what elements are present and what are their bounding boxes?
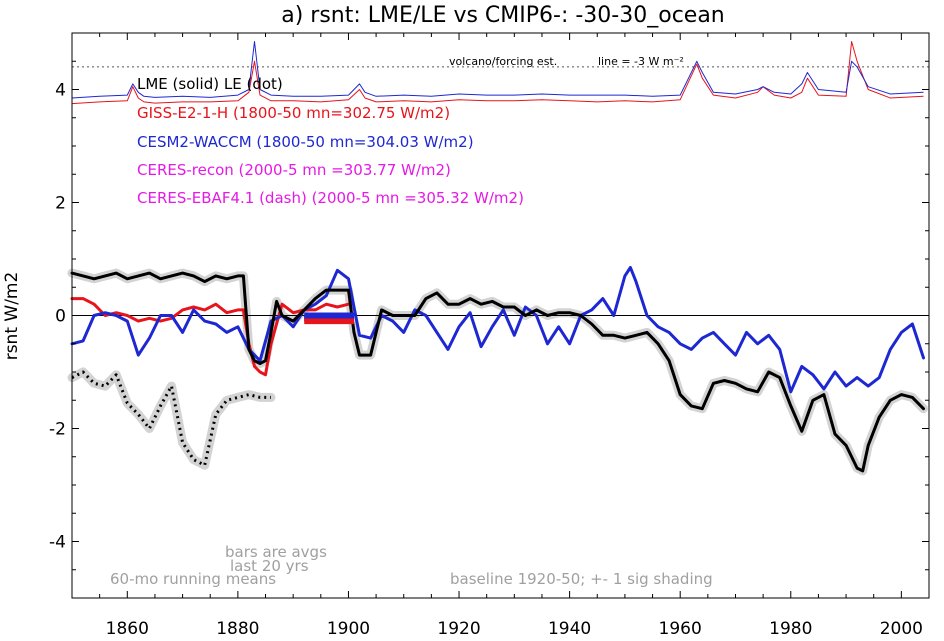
annotation-bars-note-2: last 20 yrs — [230, 557, 309, 575]
y-tick-label: 4 — [55, 81, 66, 101]
y-tick-label: -2 — [49, 420, 66, 440]
legend-entry-ceres-recon: CERES-recon (2000-5 mn =303.77 W/m2) — [137, 161, 451, 179]
legend-entry-lme-le: LME (solid) LE (dot) — [137, 75, 283, 93]
legend-entry-cesm2: CESM2-WACCM (1800-50 mn=304.03 W/m2) — [137, 133, 474, 151]
series-line-giss-e2-1-h — [70, 297, 350, 377]
x-tick-label: 2000 — [880, 619, 923, 639]
annotation-baseline: baseline 1920-50; +- 1 sig shading — [450, 570, 713, 588]
legend: LME (solid) LE (dot) GISS-E2-1-H (1800-5… — [137, 75, 524, 207]
volcano-line-cesm2-waccm — [71, 41, 924, 99]
volcano-line-giss-e2-1-h — [71, 41, 924, 105]
annotation-bars-note-1: bars are avgs — [225, 543, 327, 561]
y-tick-label: 0 — [55, 307, 66, 327]
x-tick-label: 1960 — [659, 619, 702, 639]
y-axis-label: rsnt W/m2 — [2, 272, 22, 361]
legend-entry-giss: GISS-E2-1-H (1800-50 mn=302.75 W/m2) — [137, 104, 450, 122]
chart-title: a) rsnt: LME/LE vs CMIP6-: -30-30_ocean — [281, 3, 725, 28]
x-tick-label: 1900 — [327, 619, 370, 639]
bars-layer — [304, 312, 354, 325]
y-tick-label: 2 — [55, 194, 66, 214]
legend-entry-ceres-ebaf: CERES-EBAF4.1 (dash) (2000-5 mn =305.32 … — [137, 189, 524, 207]
axes-layer: -4 -2 0 2 4 1860 1880 1900 1920 1940 1960 1980 2000 — [49, 32, 930, 639]
volcano-label: volcano/forcing est. — [449, 55, 557, 68]
y-tick-label: -4 — [49, 533, 66, 553]
series-layer — [70, 266, 925, 473]
x-tick-label: 1940 — [548, 619, 591, 639]
x-tick-label: 1860 — [106, 619, 149, 639]
annotation-running-mean: 60-mo running means — [110, 570, 276, 588]
x-tick-label: 1920 — [437, 619, 480, 639]
volcano-line-label: line = -3 W m⁻² — [598, 55, 684, 68]
volcano-layer — [71, 41, 924, 105]
x-tick-label: 1980 — [769, 619, 812, 639]
series-line-lme-solid — [70, 271, 925, 473]
x-tick-label: 1880 — [216, 619, 259, 639]
series-line-cesm2-waccm — [70, 266, 925, 394]
shading-le-dot — [67, 367, 276, 470]
